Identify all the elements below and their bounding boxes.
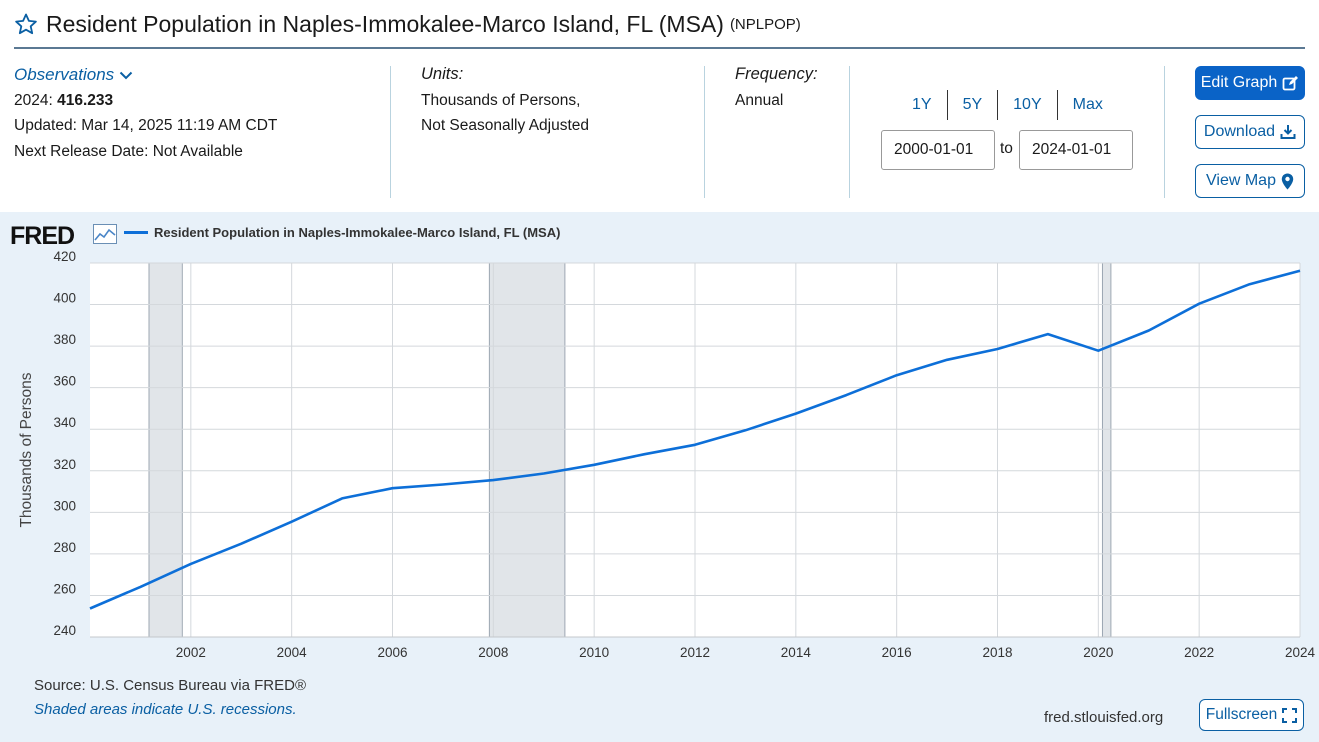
download-icon xyxy=(1280,125,1296,139)
observations-toggle[interactable]: Observations xyxy=(14,62,277,88)
end-date-input[interactable] xyxy=(1019,130,1133,170)
recession-note: Shaded areas indicate U.S. recessions. xyxy=(34,701,297,718)
units-label: Units: xyxy=(421,65,464,83)
y-tick-label: 360 xyxy=(53,374,76,389)
y-tick-label: 320 xyxy=(53,457,76,472)
chevron-down-icon xyxy=(119,71,133,80)
x-tick-label: 2014 xyxy=(781,645,812,660)
y-tick-label: 300 xyxy=(53,498,76,513)
frequency-label: Frequency: xyxy=(735,65,818,83)
observations-panel: Observations 2024: 416.233 Updated: Mar … xyxy=(14,62,277,164)
latest-observation: 2024: 416.233 xyxy=(14,88,277,114)
series-line xyxy=(89,269,1301,610)
x-tick-label: 2018 xyxy=(982,645,1012,660)
y-tick-label: 400 xyxy=(53,291,76,306)
divider xyxy=(1164,66,1165,198)
y-tick-label: 420 xyxy=(53,249,76,264)
fullscreen-button[interactable]: Fullscreen xyxy=(1199,699,1304,731)
frequency-panel: Frequency: Annual xyxy=(735,62,818,113)
y-tick-label: 280 xyxy=(53,540,76,555)
frequency-value: Annual xyxy=(735,91,784,109)
series-id: (NPLPOP) xyxy=(729,15,801,33)
latest-value: 416.233 xyxy=(57,91,114,109)
view-map-label: View Map xyxy=(1206,172,1276,189)
y-tick-label: 240 xyxy=(53,623,76,638)
x-tick-label: 2004 xyxy=(277,645,308,660)
legend-swatch xyxy=(124,231,148,234)
divider xyxy=(849,66,850,198)
chart-line-icon xyxy=(93,224,117,244)
units-line-1: Thousands of Persons, xyxy=(421,91,581,109)
x-tick-label: 2022 xyxy=(1184,645,1214,660)
recession-band xyxy=(488,262,566,638)
range-5y-link[interactable]: 5Y xyxy=(948,90,999,120)
download-label: Download xyxy=(1203,123,1276,140)
site-url: fred.stlouisfed.org xyxy=(1044,709,1164,726)
fullscreen-label: Fullscreen xyxy=(1205,706,1278,723)
range-max-link[interactable]: Max xyxy=(1072,96,1103,113)
x-tick-label: 2012 xyxy=(680,645,710,660)
title-row: Resident Population in Naples-Immokalee-… xyxy=(14,8,801,40)
observations-label: Observations xyxy=(14,65,115,84)
source-text: Source: U.S. Census Bureau via FRED® xyxy=(34,677,306,694)
page-title: Resident Population in Naples-Immokalee-… xyxy=(46,10,724,37)
view-map-button[interactable]: View Map xyxy=(1195,164,1305,198)
line-chart: 240 260 280 300 320 340 360 380 400 420 2002 2004 20… xyxy=(18,249,1316,660)
units-line-2: Not Seasonally Adjusted xyxy=(421,117,590,134)
edit-graph-button[interactable]: Edit Graph xyxy=(1195,66,1305,100)
x-tick-label: 2024 xyxy=(1285,645,1316,660)
download-button[interactable]: Download xyxy=(1195,115,1305,149)
x-tick-label: 2002 xyxy=(176,645,206,660)
to-label: to xyxy=(1000,140,1013,157)
updated-text: Updated: Mar 14, 2025 11:19 AM CDT xyxy=(14,117,278,134)
x-tick-label: 2020 xyxy=(1083,645,1113,660)
y-tick-label: 380 xyxy=(53,332,76,347)
latest-period: 2024: xyxy=(14,91,53,109)
y-tick-label: 340 xyxy=(53,415,76,430)
chart-legend: Resident Population in Naples-Immokalee-… xyxy=(124,225,560,240)
range-10y-link[interactable]: 10Y xyxy=(998,90,1058,120)
fred-logo: FRED xyxy=(10,222,75,250)
star-icon[interactable] xyxy=(14,12,38,36)
y-axis-label: Thousands of Persons xyxy=(18,372,35,527)
x-tick-label: 2006 xyxy=(377,645,407,660)
edit-icon xyxy=(1282,75,1299,90)
edit-graph-label: Edit Graph xyxy=(1200,74,1278,91)
map-pin-icon xyxy=(1281,173,1294,189)
graph-area: FRED Resident Population in Naples-Immok… xyxy=(0,212,1319,742)
recession-band xyxy=(1101,262,1112,638)
legend-label: Resident Population in Naples-Immokalee-… xyxy=(154,225,561,240)
x-tick-label: 2008 xyxy=(478,645,508,660)
range-links: 1Y 5Y 10Y Max xyxy=(897,90,1118,120)
y-tick-label: 260 xyxy=(53,581,76,596)
title-divider xyxy=(14,47,1305,49)
x-tick-label: 2010 xyxy=(579,645,609,660)
divider xyxy=(390,66,391,198)
units-panel: Units: Thousands of Persons, Not Seasona… xyxy=(421,62,589,139)
next-release-text: Next Release Date: Not Available xyxy=(14,142,243,160)
range-1y-link[interactable]: 1Y xyxy=(897,90,948,120)
divider xyxy=(704,66,705,198)
start-date-input[interactable] xyxy=(881,130,995,170)
fullscreen-icon xyxy=(1282,707,1298,723)
x-tick-label: 2016 xyxy=(882,645,912,660)
